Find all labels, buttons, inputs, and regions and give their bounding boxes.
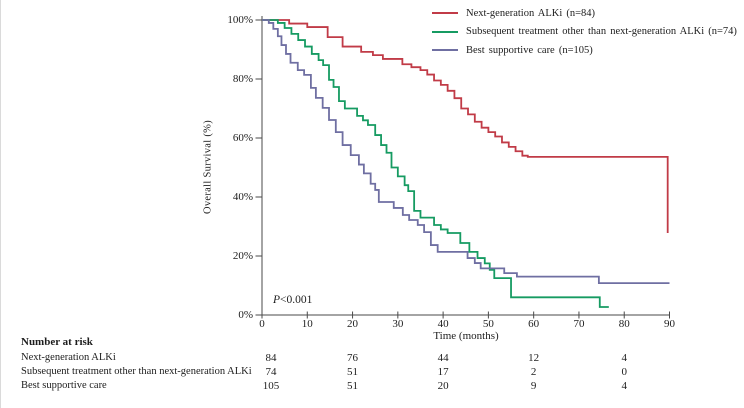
p-value-number: <0.001 (280, 294, 313, 306)
risk-count: 84 (265, 352, 277, 364)
risk-count: 4 (621, 380, 627, 392)
x-tick-label: 40 (437, 318, 449, 330)
risk-count: 51 (347, 366, 359, 378)
legend-item-subsequent-treatment: Subsequent treatment other than next-gen… (432, 23, 737, 42)
risk-count: 74 (265, 366, 277, 378)
x-tick-label: 10 (301, 318, 313, 330)
risk-count: 20 (437, 380, 449, 392)
p-value-symbol: P (273, 294, 281, 306)
survival-curves (262, 19, 670, 308)
x-tick-label: 80 (618, 318, 630, 330)
legend-line-green-icon (432, 30, 458, 33)
x-tick-label: 0 (259, 318, 265, 330)
survival-curve-2 (262, 19, 670, 285)
risk-count: 9 (530, 380, 537, 392)
survival-curve-0 (262, 19, 669, 233)
legend-line-purple-icon (432, 49, 458, 52)
risk-count: 76 (347, 352, 359, 364)
risk-count: 0 (621, 366, 627, 378)
y-tick-label: 60% (232, 131, 253, 144)
risk-count: 2 (530, 366, 537, 378)
x-tick-label: 90 (664, 318, 675, 330)
y-axis-title: Overall Survival (%) (202, 119, 214, 215)
legend: Next-generation ALKi (n=84) Subsequent t… (432, 4, 737, 60)
y-tick-label: 0% (238, 308, 253, 321)
x-tick-label: 60 (528, 318, 540, 330)
legend-label: Best supportive care (n=105) (466, 44, 593, 56)
y-tick-label: 20% (232, 249, 253, 262)
y-tick-label: 40% (232, 190, 253, 203)
legend-item-best-supportive-care: Best supportive care (n=105) (432, 41, 737, 60)
risk-table-title: Number at risk (21, 336, 93, 348)
risk-row-label-subsequent-treatment: Subsequent treatment other than next-gen… (21, 366, 252, 377)
x-tick-label: 30 (392, 318, 404, 330)
risk-count: 17 (437, 366, 449, 378)
x-tick-label: 20 (347, 318, 359, 330)
risk-count: 51 (347, 380, 359, 392)
risk-count: 44 (437, 352, 449, 364)
x-tick-label: 50 (482, 318, 494, 330)
x-axis-title: Time (months) (433, 330, 499, 342)
legend-line-red-icon (432, 12, 458, 15)
x-tick-label: 70 (573, 318, 585, 330)
risk-row-label-next-generation-alki: Next-generation ALKi (21, 352, 116, 363)
axis-ticks (255, 19, 670, 319)
risk-row-label-best-supportive-care: Best supportive care (21, 380, 107, 391)
legend-item-next-generation-alki: Next-generation ALKi (n=84) (432, 4, 737, 23)
legend-label: Subsequent treatment other than next-gen… (466, 26, 737, 38)
legend-label: Next-generation ALKi (n=84) (466, 7, 596, 19)
y-tick-label: 80% (232, 72, 253, 85)
risk-count: 105 (262, 380, 280, 392)
survival-curve-1 (262, 19, 609, 308)
y-tick-label: 100% (227, 13, 253, 26)
p-value-annotation: P<0.001 (273, 294, 312, 306)
risk-count: 12 (528, 352, 540, 364)
risk-count: 4 (621, 352, 627, 364)
